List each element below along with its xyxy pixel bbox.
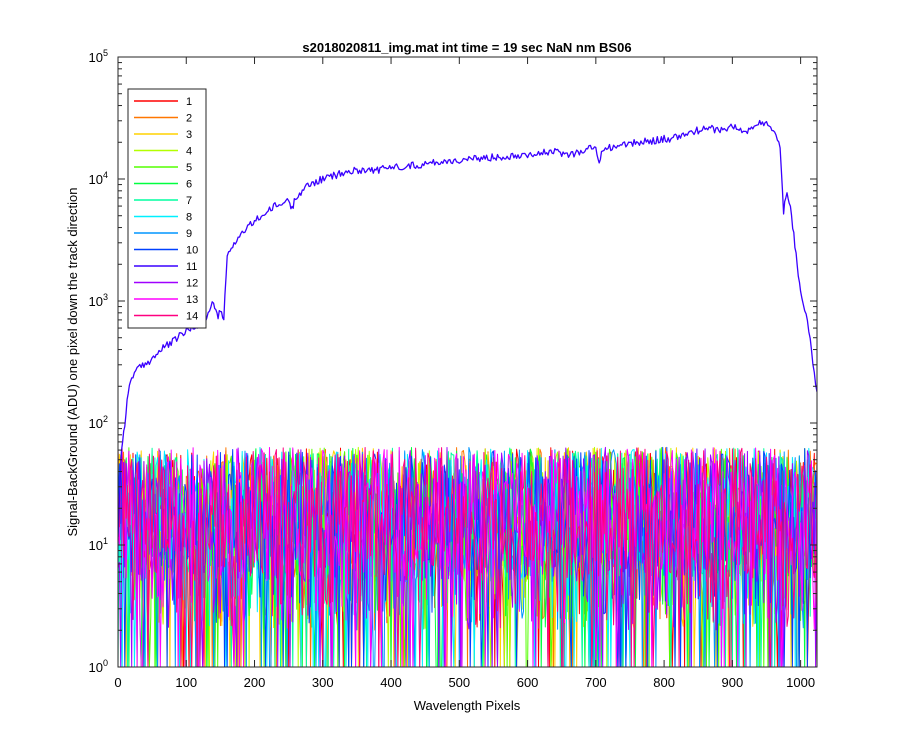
legend-label-13: 13 [186, 294, 198, 306]
y-tick-label: 100 [89, 658, 108, 675]
y-tick-label: 103 [89, 292, 108, 309]
legend-label-1: 1 [186, 96, 192, 108]
y-tick-label: 104 [89, 170, 108, 187]
legend-box [127, 88, 207, 329]
legend-label-9: 9 [186, 228, 192, 240]
x-tick-label: 900 [722, 675, 744, 690]
x-tick-label: 300 [312, 675, 334, 690]
series-line-13 [118, 446, 817, 667]
legend-label-5: 5 [186, 162, 192, 174]
series-line-9 [118, 447, 817, 667]
x-tick-label: 400 [380, 675, 402, 690]
series-line-11 [118, 119, 817, 538]
series-layer [118, 119, 817, 667]
y-axis-label: Signal-BackGround (ADU) one pixel down t… [65, 187, 80, 536]
chart-title: s2018020811_img.mat int time = 19 sec Na… [302, 40, 631, 55]
x-tick-label: 200 [244, 675, 266, 690]
x-tick-label: 800 [653, 675, 675, 690]
legend-label-7: 7 [186, 195, 192, 207]
legend-label-10: 10 [186, 245, 198, 257]
series-line-14 [118, 447, 817, 667]
x-tick-label: 0 [114, 675, 121, 690]
axes-box [117, 56, 818, 668]
x-axis-label: Wavelength Pixels [414, 698, 521, 713]
x-tick-label: 1000 [786, 675, 815, 690]
x-tick-label: 100 [175, 675, 197, 690]
x-tick-label: 500 [448, 675, 470, 690]
y-tick-label: 102 [89, 414, 108, 431]
legend-label-3: 3 [186, 129, 192, 141]
x-tick-label: 700 [585, 675, 607, 690]
y-tick-label: 101 [89, 536, 108, 553]
legend-label-2: 2 [186, 113, 192, 125]
legend-label-4: 4 [186, 146, 192, 158]
legend-label-8: 8 [186, 212, 192, 224]
legend-label-14: 14 [186, 311, 198, 323]
y-tick-label: 105 [89, 48, 108, 65]
ticks-layer: 0 100 200 300 400 500 600 700 800 900 100010010110… [89, 48, 817, 690]
legend-label-12: 12 [186, 278, 198, 290]
legend-label-11: 11 [186, 261, 197, 273]
x-tick-label: 600 [517, 675, 539, 690]
legend-label-6: 6 [186, 179, 192, 191]
